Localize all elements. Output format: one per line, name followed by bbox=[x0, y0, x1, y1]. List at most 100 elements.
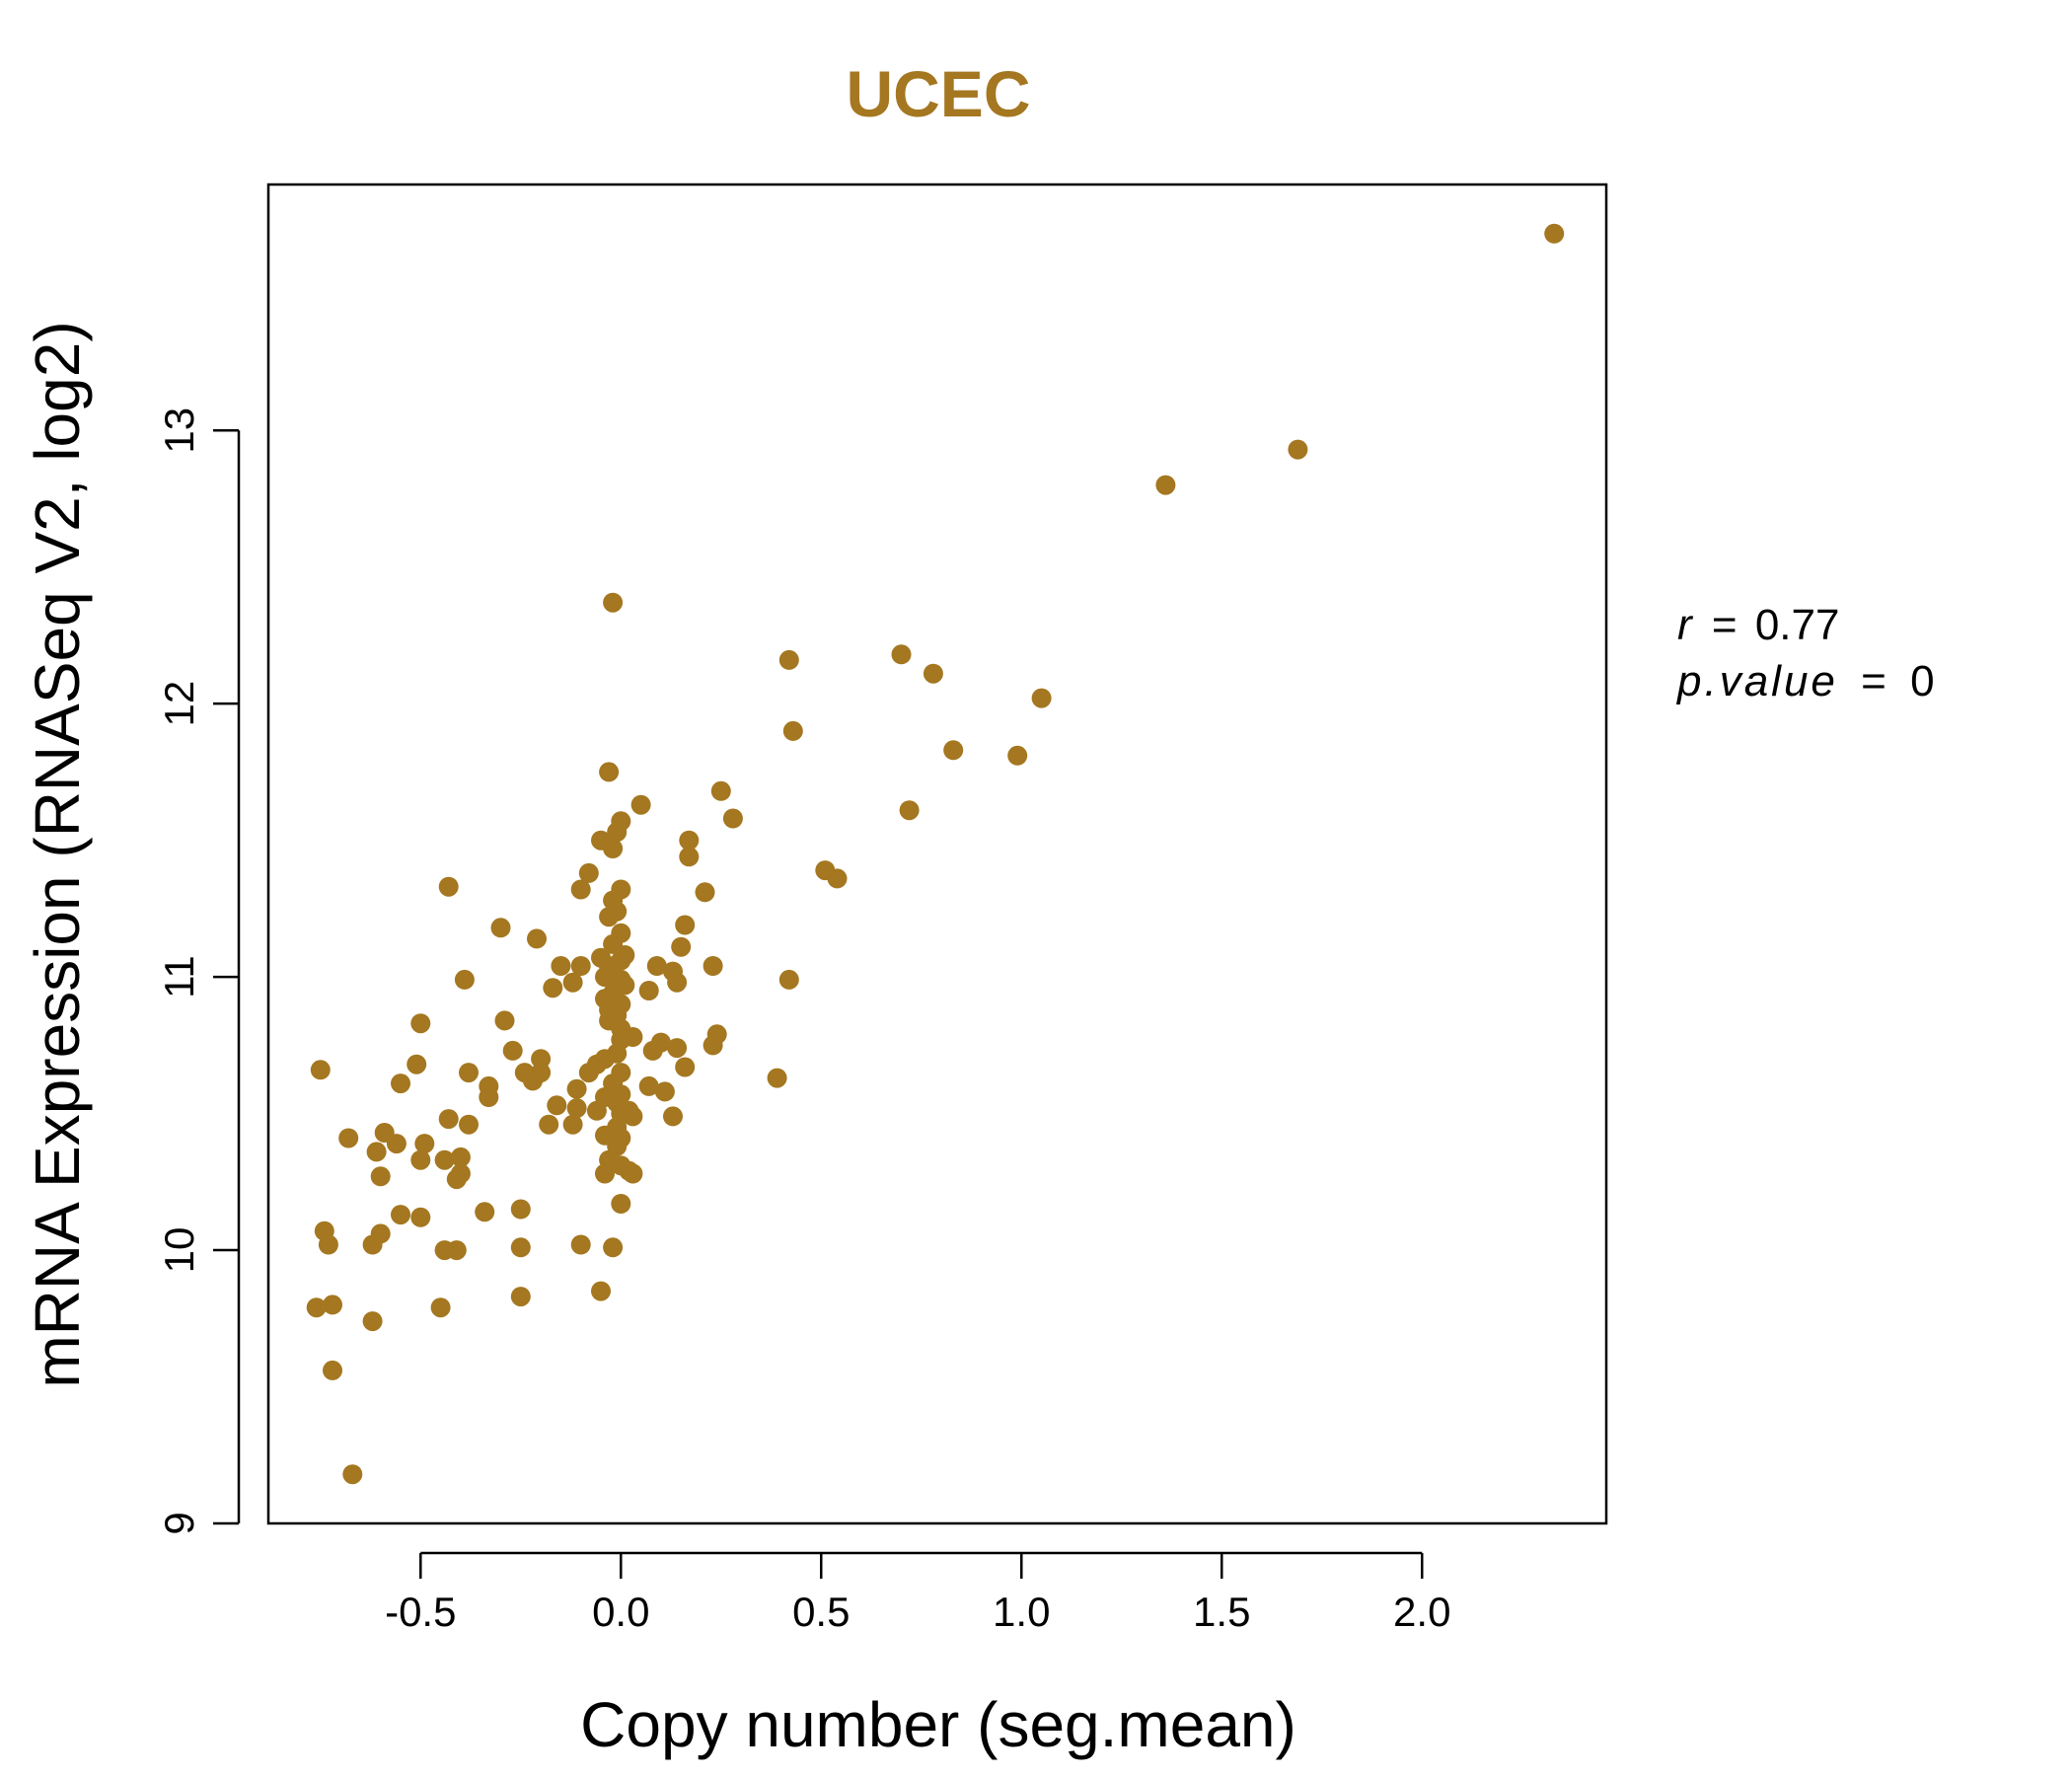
data-point bbox=[338, 1128, 359, 1148]
data-point bbox=[899, 800, 920, 821]
data-point bbox=[778, 969, 799, 990]
data-point bbox=[323, 1360, 342, 1380]
data-point bbox=[566, 1098, 587, 1119]
data-point bbox=[438, 1109, 459, 1130]
data-point bbox=[410, 1013, 431, 1034]
data-point bbox=[410, 1207, 431, 1227]
data-point bbox=[595, 1163, 615, 1184]
data-point bbox=[603, 592, 624, 613]
data-point bbox=[310, 1060, 331, 1080]
r-value: 0.77 bbox=[1755, 601, 1840, 649]
data-point bbox=[578, 862, 599, 883]
data-point bbox=[695, 882, 715, 903]
y-axis-ticks: 9 10 11 12 13 bbox=[156, 407, 239, 1535]
data-point bbox=[675, 915, 696, 935]
data-point bbox=[703, 1035, 723, 1056]
x-axis-ticks: -0.5 0.0 0.5 1.0 1.5 2.0 bbox=[385, 1553, 1450, 1635]
data-point bbox=[778, 649, 799, 670]
data-point bbox=[566, 1078, 587, 1099]
x-tick-label: 0.5 bbox=[792, 1589, 850, 1635]
data-point bbox=[430, 1297, 451, 1318]
data-point bbox=[611, 1194, 631, 1214]
data-point bbox=[570, 879, 591, 900]
x-axis-title: Copy number (seg.mean) bbox=[580, 1689, 1296, 1760]
data-point bbox=[414, 1134, 435, 1154]
x-tick-label: -0.5 bbox=[385, 1589, 456, 1635]
data-point bbox=[623, 1106, 643, 1127]
data-point bbox=[1031, 688, 1052, 708]
data-point bbox=[1007, 745, 1028, 766]
data-point bbox=[675, 1057, 696, 1077]
data-point bbox=[646, 956, 667, 976]
data-points bbox=[306, 223, 1565, 1485]
data-point bbox=[407, 1054, 427, 1074]
data-point bbox=[410, 1149, 431, 1170]
data-point bbox=[502, 1040, 523, 1061]
y-tick-label: 11 bbox=[156, 955, 202, 999]
data-point bbox=[679, 830, 700, 851]
p-value: 0 bbox=[1910, 657, 1937, 705]
p-label: p.value bbox=[1675, 657, 1838, 705]
data-point bbox=[1155, 475, 1176, 495]
data-point bbox=[547, 1095, 567, 1116]
data-point bbox=[366, 1142, 387, 1162]
chart-title: UCEC bbox=[846, 57, 1030, 130]
data-point bbox=[703, 956, 723, 976]
x-tick-label: 2.0 bbox=[1393, 1589, 1450, 1635]
data-point bbox=[562, 1114, 583, 1135]
data-point bbox=[391, 1073, 410, 1094]
y-tick-label: 12 bbox=[156, 681, 202, 727]
data-point bbox=[570, 956, 591, 976]
data-point bbox=[490, 918, 511, 938]
data-point bbox=[607, 822, 628, 843]
data-point bbox=[599, 907, 620, 927]
r-equals: = bbox=[1712, 601, 1738, 649]
data-point bbox=[603, 1237, 624, 1258]
plot-frame bbox=[266, 183, 1608, 1525]
data-point bbox=[827, 868, 848, 889]
data-point bbox=[586, 1100, 607, 1121]
data-point bbox=[710, 780, 731, 801]
data-point bbox=[459, 1063, 479, 1083]
data-point bbox=[943, 740, 964, 761]
data-point bbox=[767, 1068, 787, 1088]
correlation-annotation: r = 0.77 p.value = 0 bbox=[1675, 601, 1938, 705]
data-point bbox=[531, 1049, 552, 1070]
data-point bbox=[562, 972, 583, 993]
data-point bbox=[782, 720, 803, 741]
x-tick-label: 1.5 bbox=[1193, 1589, 1250, 1635]
data-point bbox=[599, 762, 620, 782]
data-point bbox=[318, 1234, 338, 1255]
data-point bbox=[591, 1281, 611, 1301]
data-point bbox=[454, 969, 475, 990]
data-point bbox=[539, 1114, 559, 1135]
data-point bbox=[323, 1295, 342, 1315]
data-point bbox=[638, 981, 659, 1000]
data-point bbox=[362, 1311, 383, 1332]
data-point bbox=[630, 794, 651, 815]
data-point bbox=[510, 1237, 531, 1258]
data-point bbox=[459, 1114, 479, 1135]
x-tick-label: 1.0 bbox=[993, 1589, 1050, 1635]
data-point bbox=[638, 1075, 659, 1096]
data-point bbox=[642, 1040, 663, 1061]
data-point bbox=[671, 936, 692, 957]
data-point bbox=[679, 847, 700, 867]
y-tick-label: 13 bbox=[156, 407, 202, 454]
data-point bbox=[386, 1134, 407, 1154]
data-point bbox=[510, 1287, 531, 1307]
data-point bbox=[306, 1297, 327, 1318]
data-point bbox=[434, 1149, 455, 1170]
data-point bbox=[722, 808, 743, 829]
data-point bbox=[551, 956, 571, 976]
data-point bbox=[523, 1071, 543, 1091]
x-tick-label: 0.0 bbox=[592, 1589, 649, 1635]
p-stat: p.value = 0 bbox=[1675, 657, 1938, 705]
data-point bbox=[923, 663, 943, 684]
r-label: r bbox=[1677, 601, 1694, 649]
r-stat: r = 0.77 bbox=[1677, 601, 1839, 649]
y-tick-label: 9 bbox=[156, 1512, 202, 1534]
y-axis-title: mRNA Expression (RNASeq V2, log2) bbox=[22, 321, 93, 1387]
data-point bbox=[370, 1166, 391, 1187]
